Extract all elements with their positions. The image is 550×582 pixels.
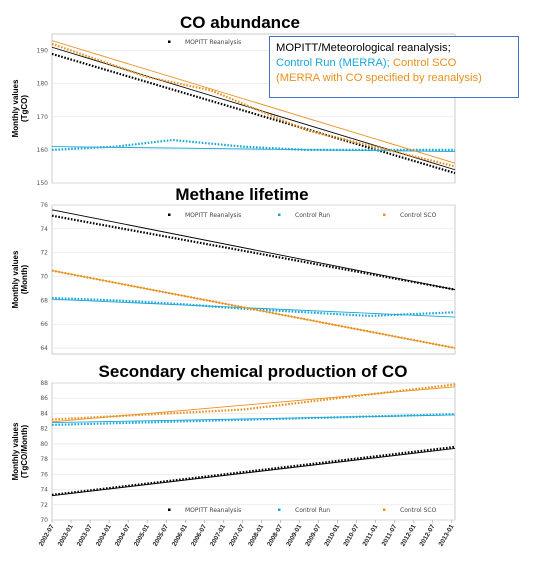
y-tick-label: 88: [40, 380, 48, 387]
x-tick-label: 2012-01: [399, 523, 417, 547]
y-axis-label-line1: Monthly values: [11, 250, 20, 308]
y-axis-label-line2: (TgCO/Month): [20, 425, 29, 479]
x-tick-label: 2010-01: [323, 523, 341, 547]
panel-title: Methane lifetime: [175, 185, 308, 204]
y-tick-label: 72: [40, 502, 48, 509]
y-tick-label: 76: [40, 471, 48, 478]
x-tick-label: 2011-07: [381, 523, 399, 547]
legend-marker: [383, 508, 386, 511]
trend-line: [51, 414, 456, 424]
legend-marker: [278, 508, 281, 511]
plot-area: [51, 382, 456, 521]
x-tick-label: 2010-07: [342, 523, 360, 547]
x-tick-label: 2011-01: [362, 523, 380, 547]
legend-marker: [278, 213, 281, 216]
y-axis-label-line1: Monthly values: [11, 79, 20, 137]
panel-secondary-production: 70 72 74 76 78 80 82 84 86 88 Secondary chemical p…: [11, 362, 456, 524]
series-line: [51, 296, 456, 318]
x-tick-label: 2004-01: [95, 523, 113, 547]
x-tick-label: 2003-07: [76, 523, 94, 547]
trend-line: [51, 40, 456, 164]
legend-marker: [168, 213, 171, 216]
legend-label: Control Run: [295, 507, 330, 514]
series-line: [51, 52, 456, 175]
y-tick-label: 82: [40, 426, 48, 433]
y-tick-label: 160: [37, 147, 49, 154]
series-line: [51, 42, 456, 168]
callout-line-3: (MERRA with CO specified by reanalysis): [276, 72, 482, 84]
x-tick-label: 2003-01: [57, 523, 75, 547]
y-tick-label: 76: [40, 202, 48, 209]
callout-line-1: MOPITT/Meteorological reanalysis;: [276, 42, 451, 54]
x-axis-ticks: 2002-07 2003-01 2003-07 2004-01 2004-07 2005-…: [38, 520, 456, 548]
y-tick-label: 80: [40, 441, 48, 448]
trend-line: [51, 448, 456, 497]
y-tick-label: 74: [40, 487, 48, 494]
y-tick-label: 78: [40, 456, 48, 463]
y-axis-label: Monthly values(TgCO): [11, 79, 29, 137]
y-tick-label: 150: [37, 180, 49, 187]
x-tick-label: 2008-07: [266, 523, 284, 547]
x-tick-label: 2008-01: [247, 523, 265, 547]
legend-label: MOPITT Reanalysis: [185, 507, 241, 514]
legend-label: Control SCO: [400, 507, 437, 514]
trend-line: [51, 209, 456, 291]
y-tick-label: 84: [40, 410, 48, 417]
y-tick-label: 86: [40, 395, 48, 402]
callout-box: MOPITT/Meteorological reanalysis; Contro…: [269, 36, 519, 98]
y-axis-label: Monthly values(TgCO/Month): [11, 422, 29, 480]
x-tick-label: 2002-07: [38, 523, 56, 547]
legend-marker: [383, 213, 386, 216]
x-tick-label: 2005-01: [133, 523, 151, 547]
trend-line: [51, 386, 456, 423]
x-tick-label: 2013-01: [438, 523, 456, 547]
y-tick-label: 72: [40, 250, 48, 257]
series-line: [51, 445, 456, 496]
panel-title: CO abundance: [180, 13, 300, 32]
trend-line: [51, 270, 456, 349]
y-tick-label: 170: [37, 114, 49, 121]
series-line: [51, 138, 455, 151]
y-tick-label: 68: [40, 297, 48, 304]
legend-marker: [168, 40, 171, 43]
y-tick-label: 64: [40, 345, 48, 352]
panel-methane-lifetime: 64 66 68 70 72 74 76 Methane lifetime Monthly va…: [11, 185, 456, 355]
y-tick-label: 66: [40, 321, 48, 328]
x-tick-label: 2007-01: [209, 523, 227, 547]
x-tick-label: 2006-07: [190, 523, 208, 547]
y-axis-label-line2: (TgCO): [20, 95, 29, 122]
y-tick-label: 70: [40, 274, 48, 281]
x-tick-label: 2007-07: [228, 523, 246, 547]
y-axis-label: Monthly values(Month): [11, 250, 29, 308]
x-tick-label: 2009-01: [285, 523, 303, 547]
legend-label: Control Run: [295, 212, 330, 219]
y-tick-label: 70: [40, 517, 48, 524]
trend-line: [51, 298, 456, 318]
series-line: [51, 214, 456, 291]
x-tick-label: 2009-07: [304, 523, 322, 547]
x-tick-label: 2012-07: [419, 523, 437, 547]
y-axis-label-line1: Monthly values: [11, 422, 20, 480]
legend-marker: [168, 508, 171, 511]
callout-line-2b: Control SCO: [392, 57, 457, 69]
plot-area: [51, 204, 456, 355]
x-tick-label: 2004-07: [114, 523, 132, 547]
y-tick-label: 180: [37, 81, 49, 88]
legend-label: MOPITT Reanalysis: [185, 39, 241, 46]
y-tick-label: 74: [40, 226, 48, 233]
legend-label: MOPITT Reanalysis: [185, 212, 241, 219]
x-tick-label: 2006-01: [171, 523, 189, 547]
panel-title: Secondary chemical production of CO: [99, 362, 408, 381]
x-tick-label: 2005-07: [152, 523, 170, 547]
y-axis-label-line2: (Month): [20, 265, 29, 295]
callout-line-2a: Control Run (MERRA);: [276, 57, 393, 69]
y-tick-label: 190: [37, 48, 49, 55]
legend-label: Control SCO: [400, 212, 437, 219]
